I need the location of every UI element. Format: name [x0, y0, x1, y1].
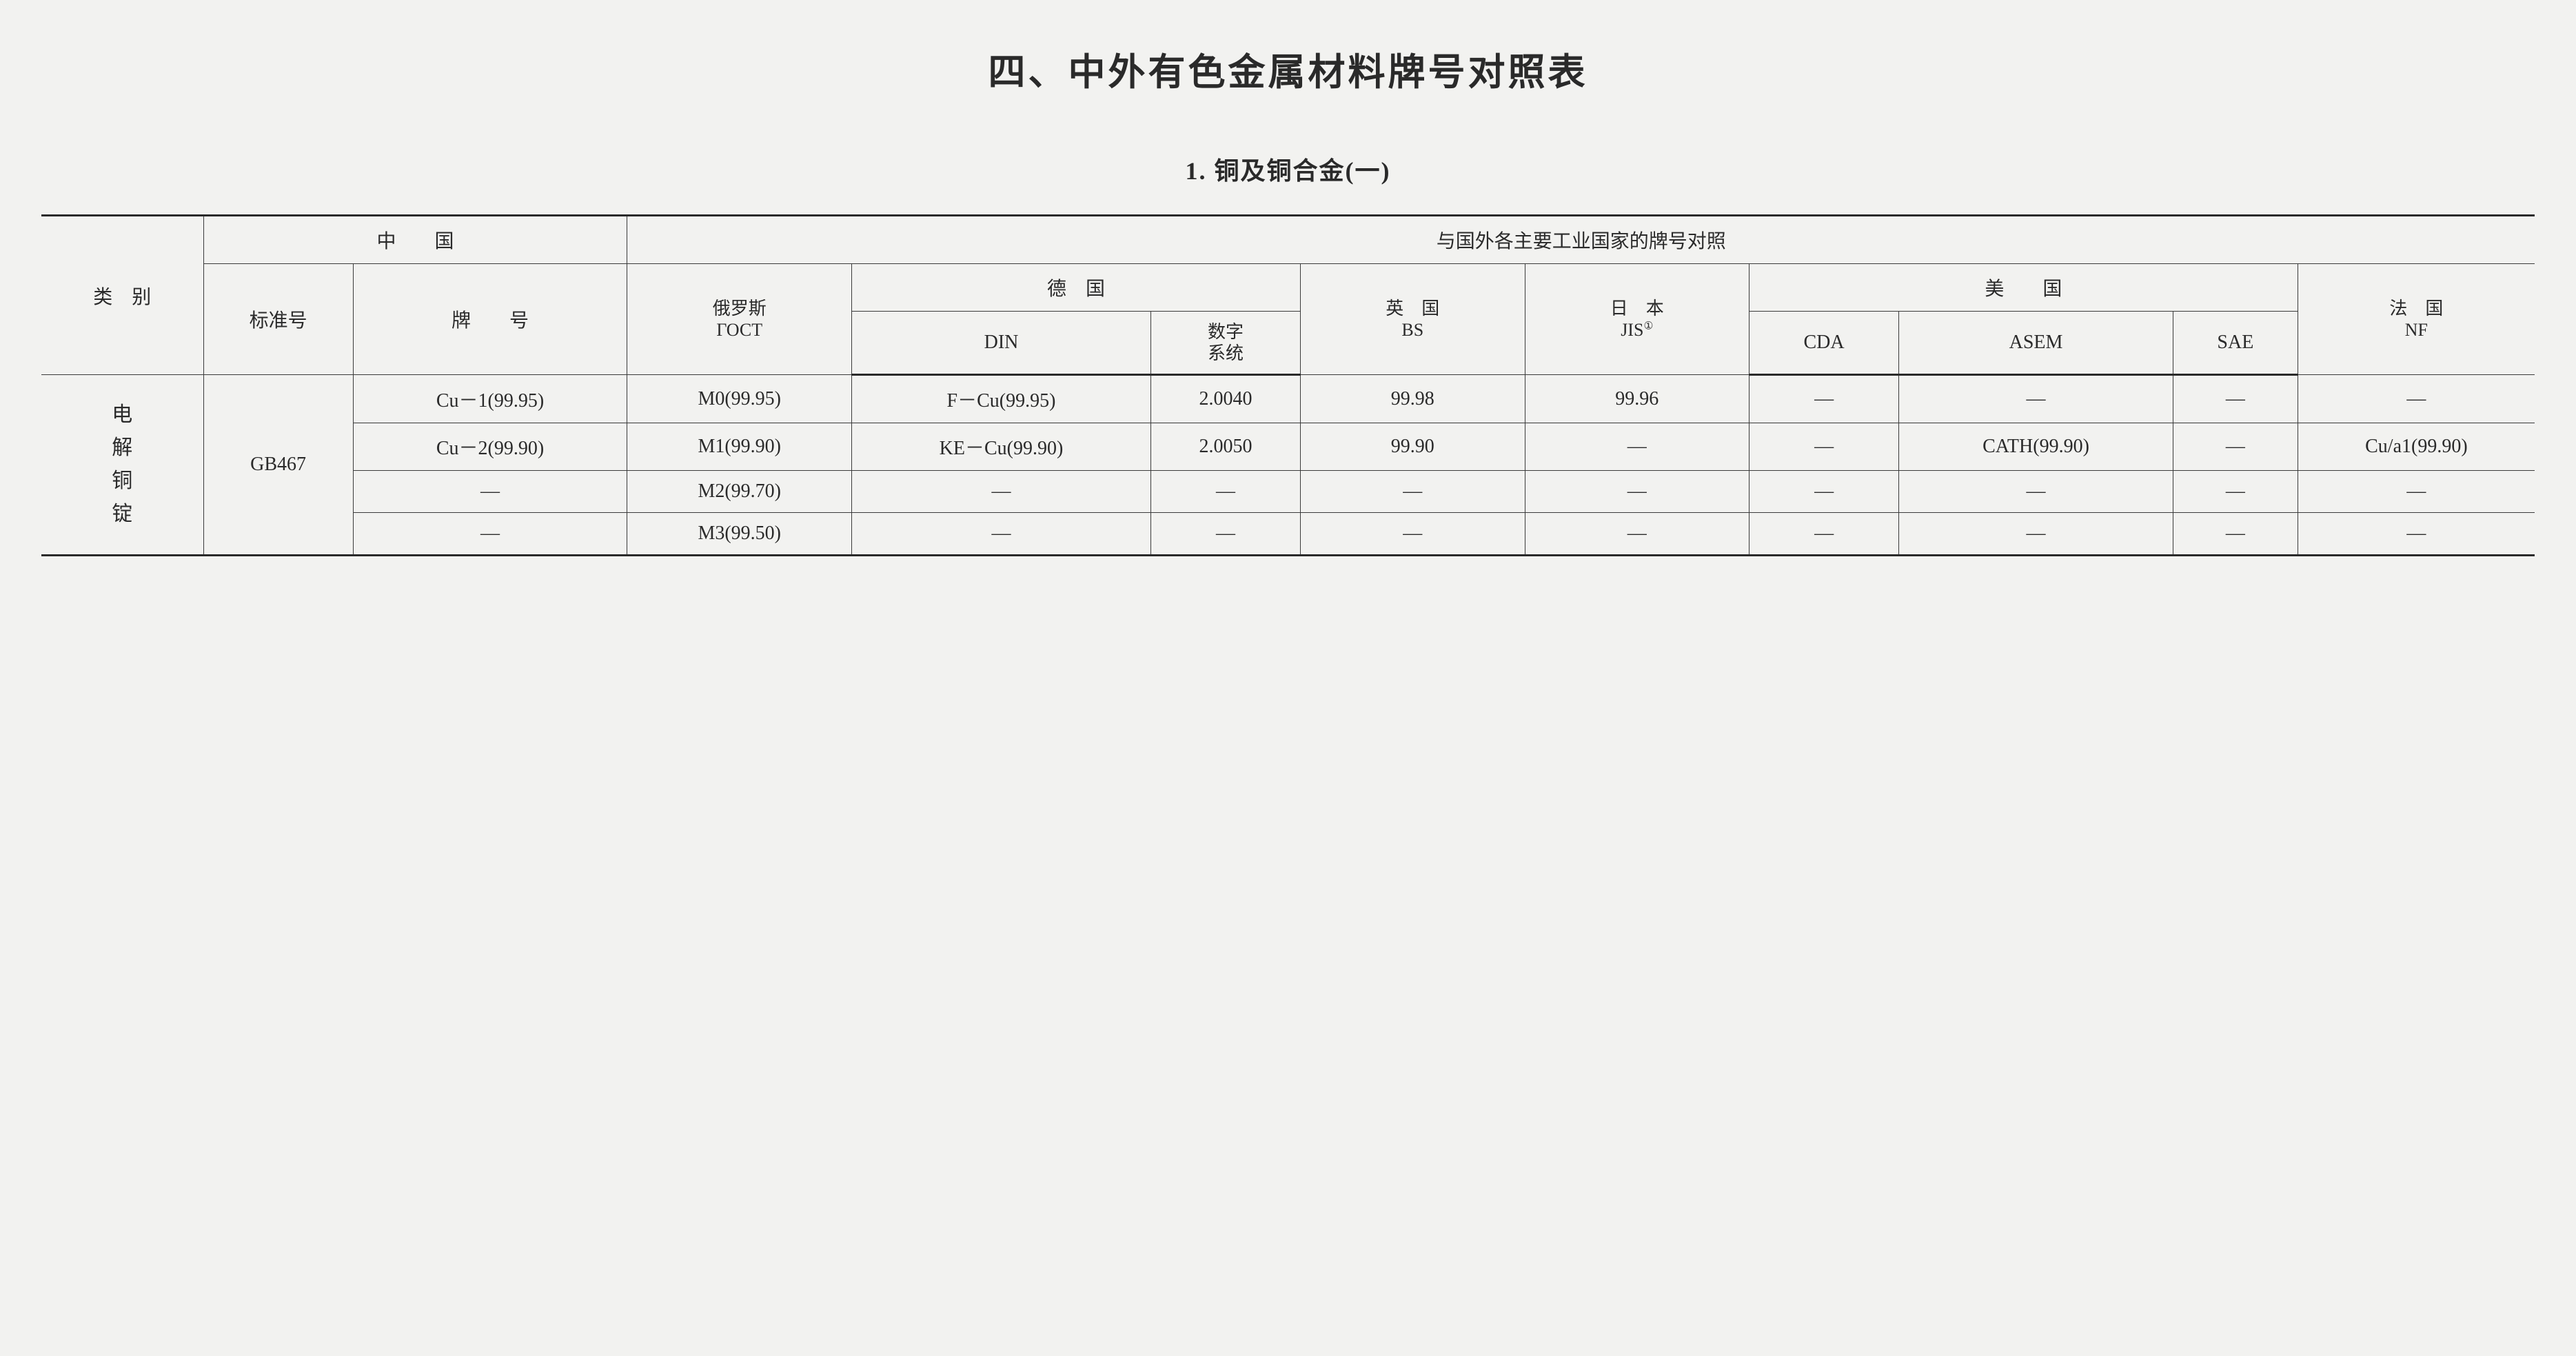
col-russia: 俄罗斯 ГОСТ: [627, 264, 852, 375]
col-japan-sup: ①: [1643, 321, 1653, 332]
cell-cda: —: [1750, 513, 1899, 556]
cell-grade: Cu－1(99.95): [353, 375, 627, 423]
cell-sae: —: [2173, 423, 2298, 471]
cell-cda: —: [1750, 471, 1899, 513]
cell-gost: M1(99.90): [627, 423, 852, 471]
col-asem: ASEM: [1899, 312, 2173, 375]
category-vertical-text: 电解铜锭: [108, 398, 136, 531]
col-numsys: 数字 系统: [1151, 312, 1301, 375]
colgroup-usa: 美 国: [1750, 264, 2298, 312]
col-russia-l2: ГОСТ: [716, 320, 762, 340]
cell-gost: M0(99.95): [627, 375, 852, 423]
col-uk-l2: BS: [1401, 320, 1423, 340]
col-uk: 英 国 BS: [1301, 264, 1525, 375]
cell-bs: —: [1301, 513, 1525, 556]
cell-jis: —: [1525, 513, 1750, 556]
cell-nf: Cu/a1(99.90): [2298, 423, 2535, 471]
cell-cda: —: [1750, 375, 1899, 423]
cell-num: —: [1151, 513, 1301, 556]
cell-sae: —: [2173, 513, 2298, 556]
cell-grade: —: [353, 471, 627, 513]
cell-grade: —: [353, 513, 627, 556]
cell-num: 2.0040: [1151, 375, 1301, 423]
cell-nf: —: [2298, 513, 2535, 556]
cell-din: —: [851, 513, 1150, 556]
cell-gost: M3(99.50): [627, 513, 852, 556]
table-row: — M2(99.70) — — — — — — — —: [41, 471, 2535, 513]
col-france-l1: 法 国: [2389, 298, 2443, 318]
cell-din: —: [851, 471, 1150, 513]
cell-asem: —: [1899, 471, 2173, 513]
col-france-l2: NF: [2405, 320, 2428, 340]
col-grade: 牌 号: [353, 264, 627, 375]
col-japan-l1: 日 本: [1610, 298, 1664, 318]
col-cda: CDA: [1750, 312, 1899, 375]
cell-nf: —: [2298, 471, 2535, 513]
cell-jis: —: [1525, 471, 1750, 513]
colgroup-germany: 德 国: [851, 264, 1300, 312]
table-row: 电解铜锭 GB467 Cu－1(99.95) M0(99.95) F－Cu(99…: [41, 375, 2535, 423]
colgroup-china: 中 国: [203, 216, 627, 264]
section-title: 1. 铜及铜合金(一): [41, 151, 2535, 187]
cell-asem: CATH(99.90): [1899, 423, 2173, 471]
comparison-table: 类 别 中 国 与国外各主要工业国家的牌号对照 标准号 牌 号 俄罗斯 ГОСТ…: [41, 214, 2535, 556]
cell-jis: 99.96: [1525, 375, 1750, 423]
cell-asem: —: [1899, 375, 2173, 423]
cell-std: GB467: [203, 375, 353, 556]
col-japan-l2: JIS: [1621, 320, 1643, 340]
page-title: 四、中外有色金属材料牌号对照表: [41, 41, 2535, 96]
cell-din: KE－Cu(99.90): [851, 423, 1150, 471]
col-numsys-l2: 系统: [1208, 343, 1244, 363]
cell-sae: —: [2173, 375, 2298, 423]
cell-bs: 99.98: [1301, 375, 1525, 423]
cell-category: 电解铜锭: [41, 375, 203, 556]
cell-grade: Cu－2(99.90): [353, 423, 627, 471]
col-numsys-l1: 数字: [1208, 322, 1244, 342]
col-category: 类 别: [41, 216, 203, 375]
cell-cda: —: [1750, 423, 1899, 471]
cell-num: —: [1151, 471, 1301, 513]
cell-asem: —: [1899, 513, 2173, 556]
col-france: 法 国 NF: [2298, 264, 2535, 375]
table-row: Cu－2(99.90) M1(99.90) KE－Cu(99.90) 2.005…: [41, 423, 2535, 471]
col-din: DIN: [851, 312, 1150, 375]
cell-din: F－Cu(99.95): [851, 375, 1150, 423]
cell-gost: M2(99.70): [627, 471, 852, 513]
col-std: 标准号: [203, 264, 353, 375]
col-japan: 日 本 JIS①: [1525, 264, 1750, 375]
col-russia-l1: 俄罗斯: [713, 298, 767, 318]
cell-bs: 99.90: [1301, 423, 1525, 471]
col-uk-l1: 英 国: [1386, 298, 1439, 318]
cell-bs: —: [1301, 471, 1525, 513]
cell-nf: —: [2298, 375, 2535, 423]
cell-sae: —: [2173, 471, 2298, 513]
table-row: — M3(99.50) — — — — — — — —: [41, 513, 2535, 556]
col-sae: SAE: [2173, 312, 2298, 375]
colgroup-foreign: 与国外各主要工业国家的牌号对照: [627, 216, 2535, 264]
cell-jis: —: [1525, 423, 1750, 471]
cell-num: 2.0050: [1151, 423, 1301, 471]
